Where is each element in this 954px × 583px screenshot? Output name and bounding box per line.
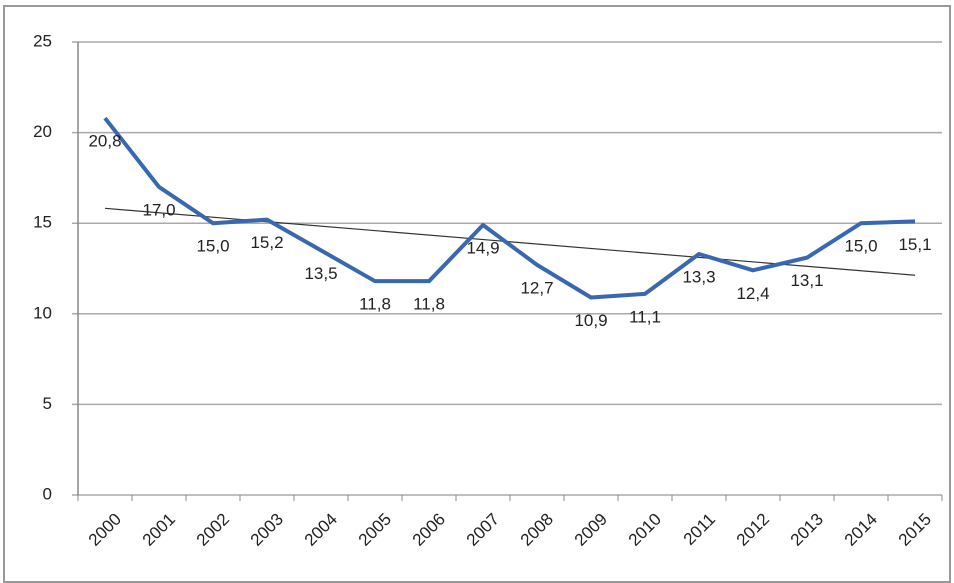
y-tick-label: 20 [33,122,52,141]
x-tick-label: 2015 [895,510,935,550]
x-tick-label: 2014 [841,510,881,550]
data-label: 15,1 [898,235,931,254]
data-label: 11,8 [359,295,391,314]
x-tick-label: 2003 [247,510,287,550]
x-tick-label: 2002 [193,510,233,550]
x-tick-label: 2000 [85,510,125,550]
data-label: 11,8 [413,295,445,314]
data-label: 11,1 [629,307,661,326]
data-label: 13,3 [682,267,715,286]
data-label: 13,1 [790,271,823,290]
x-tick-label: 2011 [680,510,719,549]
x-tick-label: 2007 [463,510,503,550]
y-tick-label: 25 [33,31,52,50]
x-tick-label: 2004 [301,510,341,550]
data-label: 15,0 [196,237,229,256]
x-tick-label: 2013 [787,510,827,550]
data-label: 13,5 [304,264,337,283]
data-label: 12,7 [520,278,553,297]
data-label: 15,2 [250,233,283,252]
data-label: 15,0 [844,237,877,256]
data-label: 20,8 [88,132,121,151]
x-tick-label: 2012 [733,510,773,550]
data-label: 12,4 [736,284,769,303]
data-label: 17,0 [142,200,175,219]
x-tick-label: 2010 [625,510,665,550]
x-tick-label: 2009 [571,510,611,550]
y-tick-label: 0 [43,484,52,503]
chart-frame [3,5,951,583]
data-label: 14,9 [466,238,499,257]
x-tick-label: 2006 [409,510,449,550]
y-tick-label: 10 [33,303,52,322]
x-tick-label: 2001 [139,510,179,550]
x-tick-label: 2008 [517,510,557,550]
y-tick-label: 15 [33,213,52,232]
y-tick-label: 5 [43,394,52,413]
data-label: 10,9 [574,311,607,330]
x-tick-label: 2005 [355,510,395,550]
data-line [103,116,916,300]
